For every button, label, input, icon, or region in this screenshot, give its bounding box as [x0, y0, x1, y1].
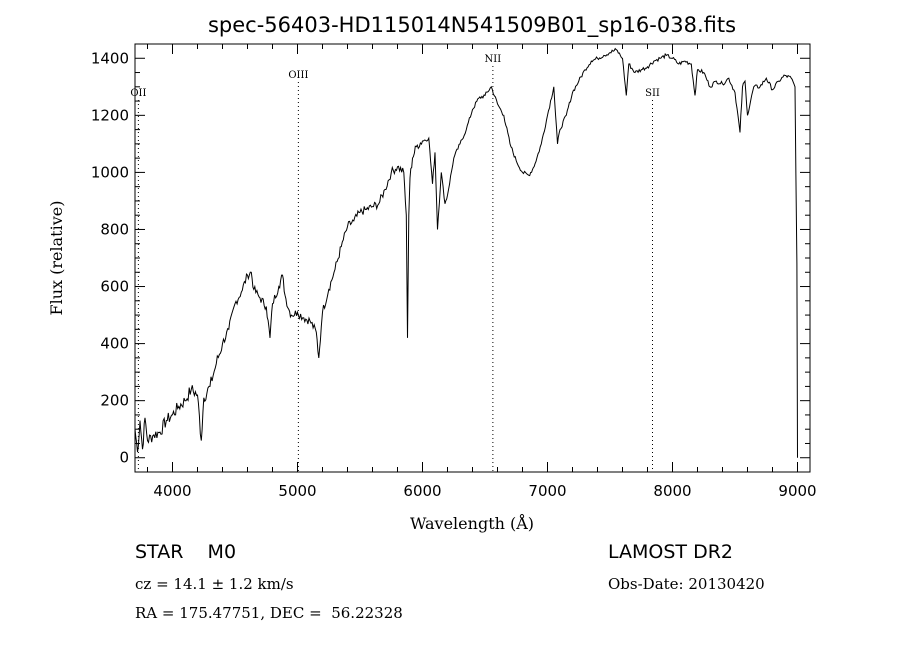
plot-border [134, 43, 811, 473]
line-marker-label: OIII [288, 70, 308, 81]
axis-ticks: 4000 5000 6000 7000 8000 9000 0 200 400 600 800 100… [91, 44, 817, 500]
survey-name: LAMOST DR2 [608, 541, 733, 563]
x-tick-label: 5000 [278, 482, 316, 500]
y-tick-label: 800 [100, 220, 129, 238]
x-tick-label: 6000 [403, 482, 441, 500]
emission-line-markers: OII OIII NII SII [130, 54, 660, 472]
y-tick-label: 0 [119, 449, 129, 467]
y-tick-label: 1000 [91, 163, 129, 181]
line-marker-label: OII [130, 88, 146, 99]
observation-date: Obs-Date: 20130420 [608, 575, 765, 593]
line-marker-label: NII [485, 54, 502, 65]
chart-title: spec-56403-HD115014N541509B01_sp16-038.f… [208, 13, 736, 38]
y-tick-label: 1200 [91, 106, 129, 124]
y-tick-label: 1400 [91, 49, 129, 67]
y-tick-label: 400 [100, 335, 129, 353]
x-tick-label: 7000 [528, 482, 566, 500]
plot-frame [134, 43, 811, 473]
redshift-value: cz = 14.1 ± 1.2 km/s [135, 575, 294, 593]
y-tick-label: 200 [100, 392, 129, 410]
x-tick-label: 4000 [153, 482, 191, 500]
coordinates: RA = 175.47751, DEC = 56.22328 [135, 604, 403, 622]
line-marker-label: SII [645, 88, 660, 99]
spectrum-line [134, 47, 798, 458]
y-tick-label: 600 [100, 278, 129, 296]
x-tick-label: 9000 [778, 482, 816, 500]
x-axis-title: Wavelength (Å) [410, 513, 534, 533]
y-axis-title: Flux (relative) [47, 201, 66, 316]
x-tick-label: 8000 [653, 482, 691, 500]
object-class: STAR M0 [135, 541, 237, 563]
